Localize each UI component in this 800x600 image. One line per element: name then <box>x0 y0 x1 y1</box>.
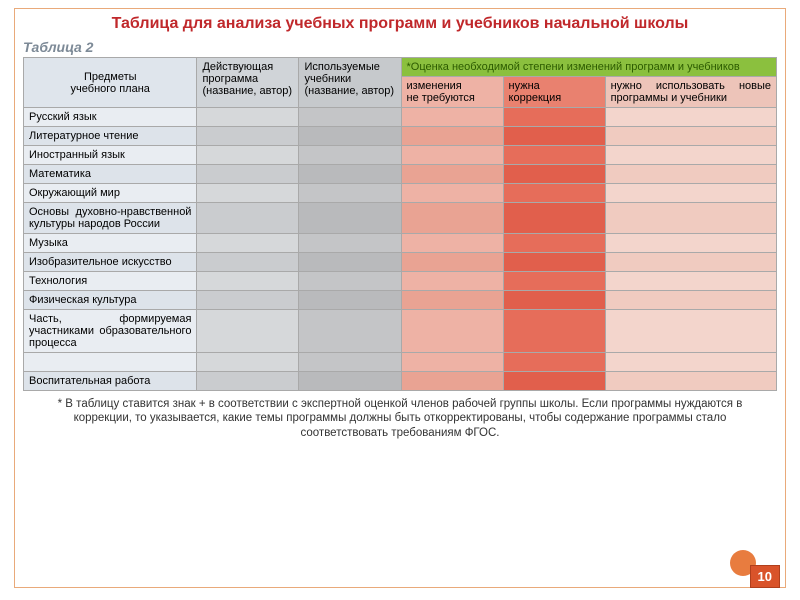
empty-cell <box>299 291 401 310</box>
empty-cell <box>197 272 299 291</box>
col-evaluation-group: *Оценка необходимой степени изменений пр… <box>401 58 776 77</box>
empty-cell <box>197 234 299 253</box>
table-row: Воспитательная работа <box>24 372 777 391</box>
footnote: * В таблицу ставится знак + в соответств… <box>23 397 777 440</box>
subject-cell: Иностранный язык <box>24 146 197 165</box>
empty-cell <box>299 108 401 127</box>
empty-cell <box>299 272 401 291</box>
table-row: Окружающий мир <box>24 184 777 203</box>
page-title: Таблица для анализа учебных программ и у… <box>23 15 777 33</box>
table-spacer-row <box>24 353 777 372</box>
empty-cell <box>299 146 401 165</box>
empty-cell <box>197 203 299 234</box>
empty-cell <box>197 108 299 127</box>
empty-cell <box>605 372 776 391</box>
empty-cell <box>503 272 605 291</box>
empty-cell <box>401 127 503 146</box>
col-textbooks: Используемые учебники (название, автор) <box>299 58 401 108</box>
empty-cell <box>401 291 503 310</box>
empty-cell <box>503 146 605 165</box>
empty-cell <box>197 184 299 203</box>
empty-cell <box>299 127 401 146</box>
col-program: Действующая программа (название, автор) <box>197 58 299 108</box>
empty-cell <box>503 203 605 234</box>
empty-cell <box>503 234 605 253</box>
table-row: Иностранный язык <box>24 146 777 165</box>
empty-cell <box>605 146 776 165</box>
analysis-table: Предметыучебного планаДействующая програ… <box>23 57 777 391</box>
empty-cell <box>299 310 401 353</box>
empty-cell <box>197 165 299 184</box>
table-row: Русский язык <box>24 108 777 127</box>
empty-cell <box>605 127 776 146</box>
subject-cell: Изобразительное искусство <box>24 253 197 272</box>
empty-cell <box>299 234 401 253</box>
empty-cell <box>605 165 776 184</box>
page-number-badge: 10 <box>750 565 780 588</box>
empty-cell <box>605 272 776 291</box>
empty-cell <box>197 372 299 391</box>
subject-cell: Русский язык <box>24 108 197 127</box>
subject-cell: Литературное чтение <box>24 127 197 146</box>
empty-cell <box>401 234 503 253</box>
empty-cell <box>401 310 503 353</box>
table-row: Основы духовно-нравственной культуры нар… <box>24 203 777 234</box>
empty-cell <box>401 184 503 203</box>
empty-cell <box>197 253 299 272</box>
empty-cell <box>503 165 605 184</box>
table-row: Музыка <box>24 234 777 253</box>
subject-cell: Музыка <box>24 234 197 253</box>
empty-cell <box>503 253 605 272</box>
empty-cell <box>401 272 503 291</box>
empty-cell <box>299 165 401 184</box>
empty-cell <box>605 184 776 203</box>
col-eval-correction: нужнакоррекция <box>503 77 605 108</box>
subject-cell: Окружающий мир <box>24 184 197 203</box>
table-row: Физическая культура <box>24 291 777 310</box>
empty-cell <box>605 253 776 272</box>
empty-cell <box>605 234 776 253</box>
empty-cell <box>197 310 299 353</box>
subject-cell: Математика <box>24 165 197 184</box>
table-row: Технология <box>24 272 777 291</box>
col-subjects: Предметыучебного плана <box>24 58 197 108</box>
empty-cell <box>299 253 401 272</box>
empty-cell <box>401 203 503 234</box>
empty-cell <box>503 184 605 203</box>
subject-cell: Основы духовно-нравственной культуры нар… <box>24 203 197 234</box>
table-row: Математика <box>24 165 777 184</box>
empty-cell <box>197 146 299 165</box>
empty-cell <box>299 184 401 203</box>
col-eval-replace: нужно использовать новые программы и уче… <box>605 77 776 108</box>
empty-cell <box>401 165 503 184</box>
table-row: Литературное чтение <box>24 127 777 146</box>
subject-cell: Технология <box>24 272 197 291</box>
empty-cell <box>401 108 503 127</box>
subject-cell: Физическая культура <box>24 291 197 310</box>
empty-cell <box>605 203 776 234</box>
empty-cell <box>299 372 401 391</box>
table-label: Таблица 2 <box>23 39 777 55</box>
empty-cell <box>197 127 299 146</box>
subject-cell: Воспитательная работа <box>24 372 197 391</box>
table-row: Часть, формируемая участниками образоват… <box>24 310 777 353</box>
empty-cell <box>605 310 776 353</box>
empty-cell <box>503 127 605 146</box>
table-row: Изобразительное искусство <box>24 253 777 272</box>
empty-cell <box>401 372 503 391</box>
subject-cell: Часть, формируемая участниками образоват… <box>24 310 197 353</box>
empty-cell <box>503 108 605 127</box>
empty-cell <box>503 291 605 310</box>
empty-cell <box>605 291 776 310</box>
empty-cell <box>401 253 503 272</box>
col-eval-no-change: измененияне требуются <box>401 77 503 108</box>
empty-cell <box>299 203 401 234</box>
empty-cell <box>197 291 299 310</box>
empty-cell <box>503 310 605 353</box>
empty-cell <box>503 372 605 391</box>
empty-cell <box>401 146 503 165</box>
empty-cell <box>605 108 776 127</box>
